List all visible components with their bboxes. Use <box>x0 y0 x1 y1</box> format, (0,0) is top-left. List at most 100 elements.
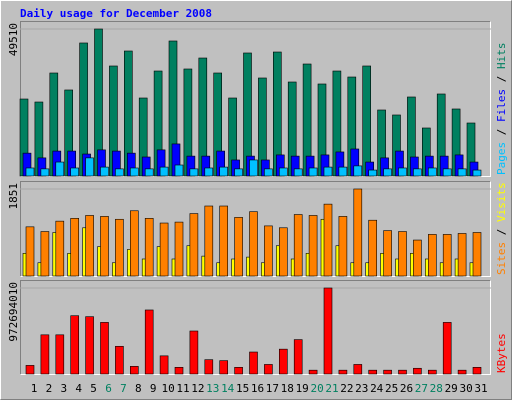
bar <box>55 220 65 277</box>
bar <box>189 168 199 177</box>
bar <box>264 168 273 177</box>
bar <box>174 164 184 177</box>
bar <box>144 168 154 177</box>
x-tick-label: 30 <box>459 382 472 395</box>
bar <box>234 217 243 277</box>
bar <box>25 365 35 375</box>
bar <box>219 360 228 375</box>
bar <box>249 159 258 177</box>
legend-entry: Visits <box>495 182 508 222</box>
bar <box>457 168 467 177</box>
legend-entry: Pages <box>495 142 508 175</box>
bar <box>383 369 392 375</box>
bar <box>427 167 437 177</box>
bar <box>278 227 288 277</box>
bar <box>383 168 392 177</box>
x-tick-label: 23 <box>355 382 368 395</box>
x-tick-label: 10 <box>161 382 174 395</box>
bar <box>70 218 79 277</box>
bar <box>234 367 243 375</box>
bar <box>40 168 50 177</box>
x-tick-label: 21 <box>325 382 338 395</box>
x-tick-label: 7 <box>120 382 127 395</box>
bar <box>55 334 65 375</box>
bar <box>278 167 288 177</box>
bar <box>204 359 214 375</box>
y-tick-label: 1851 <box>7 183 20 210</box>
bar <box>70 315 79 375</box>
bar <box>159 166 169 177</box>
bar <box>100 166 109 177</box>
legend: Sites / Visits <box>495 182 508 275</box>
bar <box>130 167 139 177</box>
bar <box>413 168 422 177</box>
x-tick-label: 17 <box>266 382 279 395</box>
bar <box>308 215 318 277</box>
bar <box>189 213 199 277</box>
bar <box>278 348 288 375</box>
x-tick-label: 6 <box>105 382 112 395</box>
x-tick-label: 18 <box>281 382 294 395</box>
bar <box>353 364 363 375</box>
bar <box>159 355 169 375</box>
bar <box>323 287 333 375</box>
bar <box>100 322 109 375</box>
legend: Pages / Files / Hits <box>495 43 508 176</box>
bar <box>144 218 154 277</box>
x-tick-label: 5 <box>90 382 97 395</box>
bar <box>338 369 348 375</box>
panel-edge-light <box>20 181 491 277</box>
legend-separator: / <box>495 69 508 89</box>
bar <box>264 225 273 277</box>
panel-edge-dark <box>20 280 491 375</box>
x-tick-label: 13 <box>206 382 219 395</box>
legend: KBytes <box>495 333 508 373</box>
bar <box>368 169 378 177</box>
bar <box>159 222 169 277</box>
x-tick-label: 26 <box>400 382 413 395</box>
y-tick-label: 972694010 <box>7 282 20 342</box>
x-tick-label: 2 <box>46 382 53 395</box>
x-tick-label: 4 <box>75 382 82 395</box>
bar <box>457 233 467 277</box>
bar <box>70 167 79 177</box>
panel-edge-light <box>20 280 491 375</box>
x-tick-label: 31 <box>474 382 487 395</box>
x-tick-label: 15 <box>236 382 249 395</box>
panel-edge-light <box>20 21 491 177</box>
x-tick-label: 29 <box>445 382 458 395</box>
chart-title: Daily usage for December 2008 <box>20 7 212 20</box>
x-tick-label: 25 <box>385 382 398 395</box>
bar <box>308 369 318 375</box>
bar <box>174 367 184 375</box>
bar <box>472 367 482 375</box>
bar <box>25 167 35 177</box>
bar <box>219 205 228 277</box>
x-tick-label: 20 <box>310 382 323 395</box>
x-tick-label: 19 <box>296 382 309 395</box>
bar <box>130 366 139 375</box>
bar <box>100 216 109 277</box>
bar <box>55 161 65 177</box>
bar <box>472 169 482 177</box>
bar <box>293 214 303 277</box>
bar <box>323 166 333 177</box>
x-tick-label: 11 <box>176 382 189 395</box>
bar <box>398 369 407 375</box>
bar <box>398 167 407 177</box>
bar <box>25 226 35 277</box>
bar <box>413 367 422 375</box>
legend-separator: / <box>495 122 508 142</box>
bar <box>249 351 258 375</box>
bar <box>234 168 243 177</box>
bar <box>353 188 363 277</box>
x-tick-label: 27 <box>415 382 428 395</box>
bar <box>398 231 407 277</box>
bar <box>338 216 348 277</box>
bar <box>264 364 273 375</box>
bar <box>174 221 184 277</box>
bar <box>293 168 303 177</box>
bar <box>115 218 124 277</box>
bar <box>40 334 50 375</box>
